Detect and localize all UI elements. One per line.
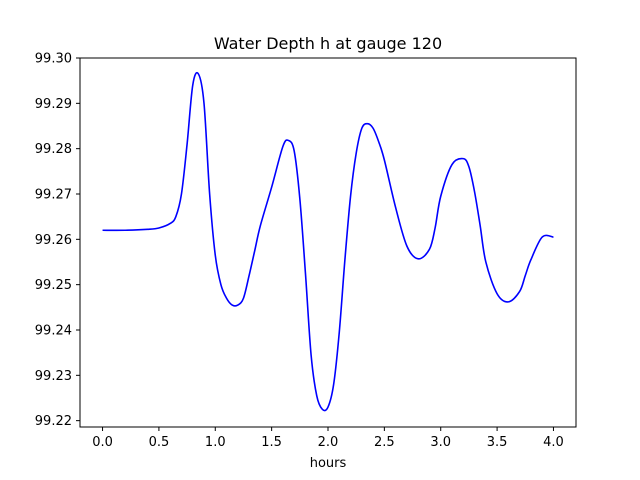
- axes: 0.0 0.5 1.0 1.5 2.0 2.5 3.0 3.5 4.0 99.22 99.23 99.…: [35, 52, 577, 450]
- plot-area: [102, 71, 554, 412]
- x-tick-label: 2.5: [374, 435, 395, 450]
- y-tick-label: 99.24: [35, 323, 72, 338]
- y-tick-label: 99.26: [35, 233, 72, 248]
- y-tick-label: 99.25: [35, 278, 72, 293]
- y-tick-label: 99.30: [35, 52, 72, 67]
- x-tick-label: 2.0: [318, 435, 339, 450]
- y-tick-label: 99.23: [35, 369, 72, 384]
- chart-title: Water Depth h at gauge 120: [214, 34, 442, 53]
- x-tick-label: 4.0: [543, 435, 564, 450]
- x-tick-label: 0.5: [149, 435, 170, 450]
- x-tick-label: 1.5: [261, 435, 282, 450]
- x-tick-label: 1.0: [205, 435, 226, 450]
- y-tick-label: 99.28: [35, 142, 72, 157]
- y-tick-label: 99.29: [35, 97, 72, 112]
- x-tick-label: 0.0: [92, 435, 113, 450]
- x-tick-label: 3.5: [487, 435, 508, 450]
- series-line-0: [102, 71, 554, 412]
- y-tick-label: 99.27: [35, 187, 72, 202]
- x-axis-label: hours: [310, 456, 347, 471]
- y-tick-label: 99.22: [35, 414, 72, 429]
- x-tick-label: 3.0: [430, 435, 451, 450]
